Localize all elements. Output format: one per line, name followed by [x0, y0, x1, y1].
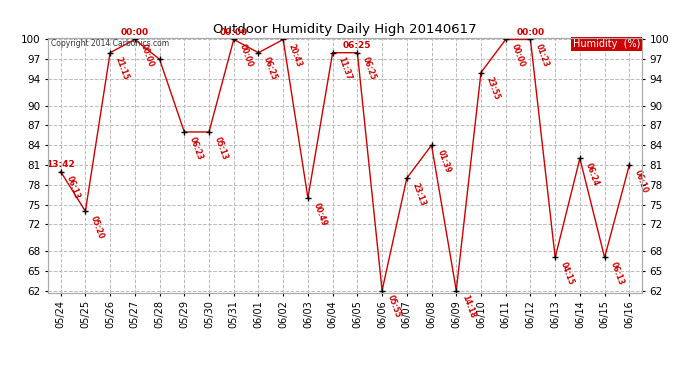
Title: Outdoor Humidity Daily High 20140617: Outdoor Humidity Daily High 20140617 — [213, 23, 477, 36]
Text: 00:00: 00:00 — [516, 28, 544, 37]
Text: 06:25: 06:25 — [343, 41, 372, 50]
Text: 01:23: 01:23 — [534, 43, 551, 69]
Text: 23:55: 23:55 — [484, 76, 502, 101]
Text: 00:00: 00:00 — [509, 43, 526, 69]
Text: 00:00: 00:00 — [237, 43, 254, 69]
Text: 11:37: 11:37 — [336, 56, 353, 82]
Text: 06:23: 06:23 — [188, 135, 205, 161]
Text: 06:13: 06:13 — [609, 261, 625, 286]
Text: 06:25: 06:25 — [262, 56, 279, 82]
Text: 05:55: 05:55 — [386, 294, 402, 319]
Text: 04:15: 04:15 — [559, 261, 575, 286]
Text: 14:18: 14:18 — [460, 294, 477, 320]
Text: Copyright 2014 Carbonics.com: Copyright 2014 Carbonics.com — [51, 39, 169, 48]
Text: 23:13: 23:13 — [411, 182, 427, 207]
Text: 00:00: 00:00 — [219, 28, 248, 37]
Text: 20:43: 20:43 — [287, 43, 304, 69]
Text: 06:25: 06:25 — [361, 56, 377, 82]
Text: 06:13: 06:13 — [64, 175, 81, 201]
Text: 05:13: 05:13 — [213, 135, 229, 161]
Text: 13:42: 13:42 — [46, 160, 75, 169]
Text: 00:00: 00:00 — [121, 28, 149, 37]
Text: 05:20: 05:20 — [89, 214, 106, 240]
Text: Humidity  (%): Humidity (%) — [573, 39, 640, 49]
Text: 06:24: 06:24 — [584, 162, 600, 188]
Text: 00:49: 00:49 — [312, 201, 328, 227]
Text: 06:10: 06:10 — [633, 168, 650, 194]
Text: 21:15: 21:15 — [114, 56, 130, 82]
Text: 01:39: 01:39 — [435, 148, 452, 174]
Text: 00:00: 00:00 — [139, 43, 155, 69]
